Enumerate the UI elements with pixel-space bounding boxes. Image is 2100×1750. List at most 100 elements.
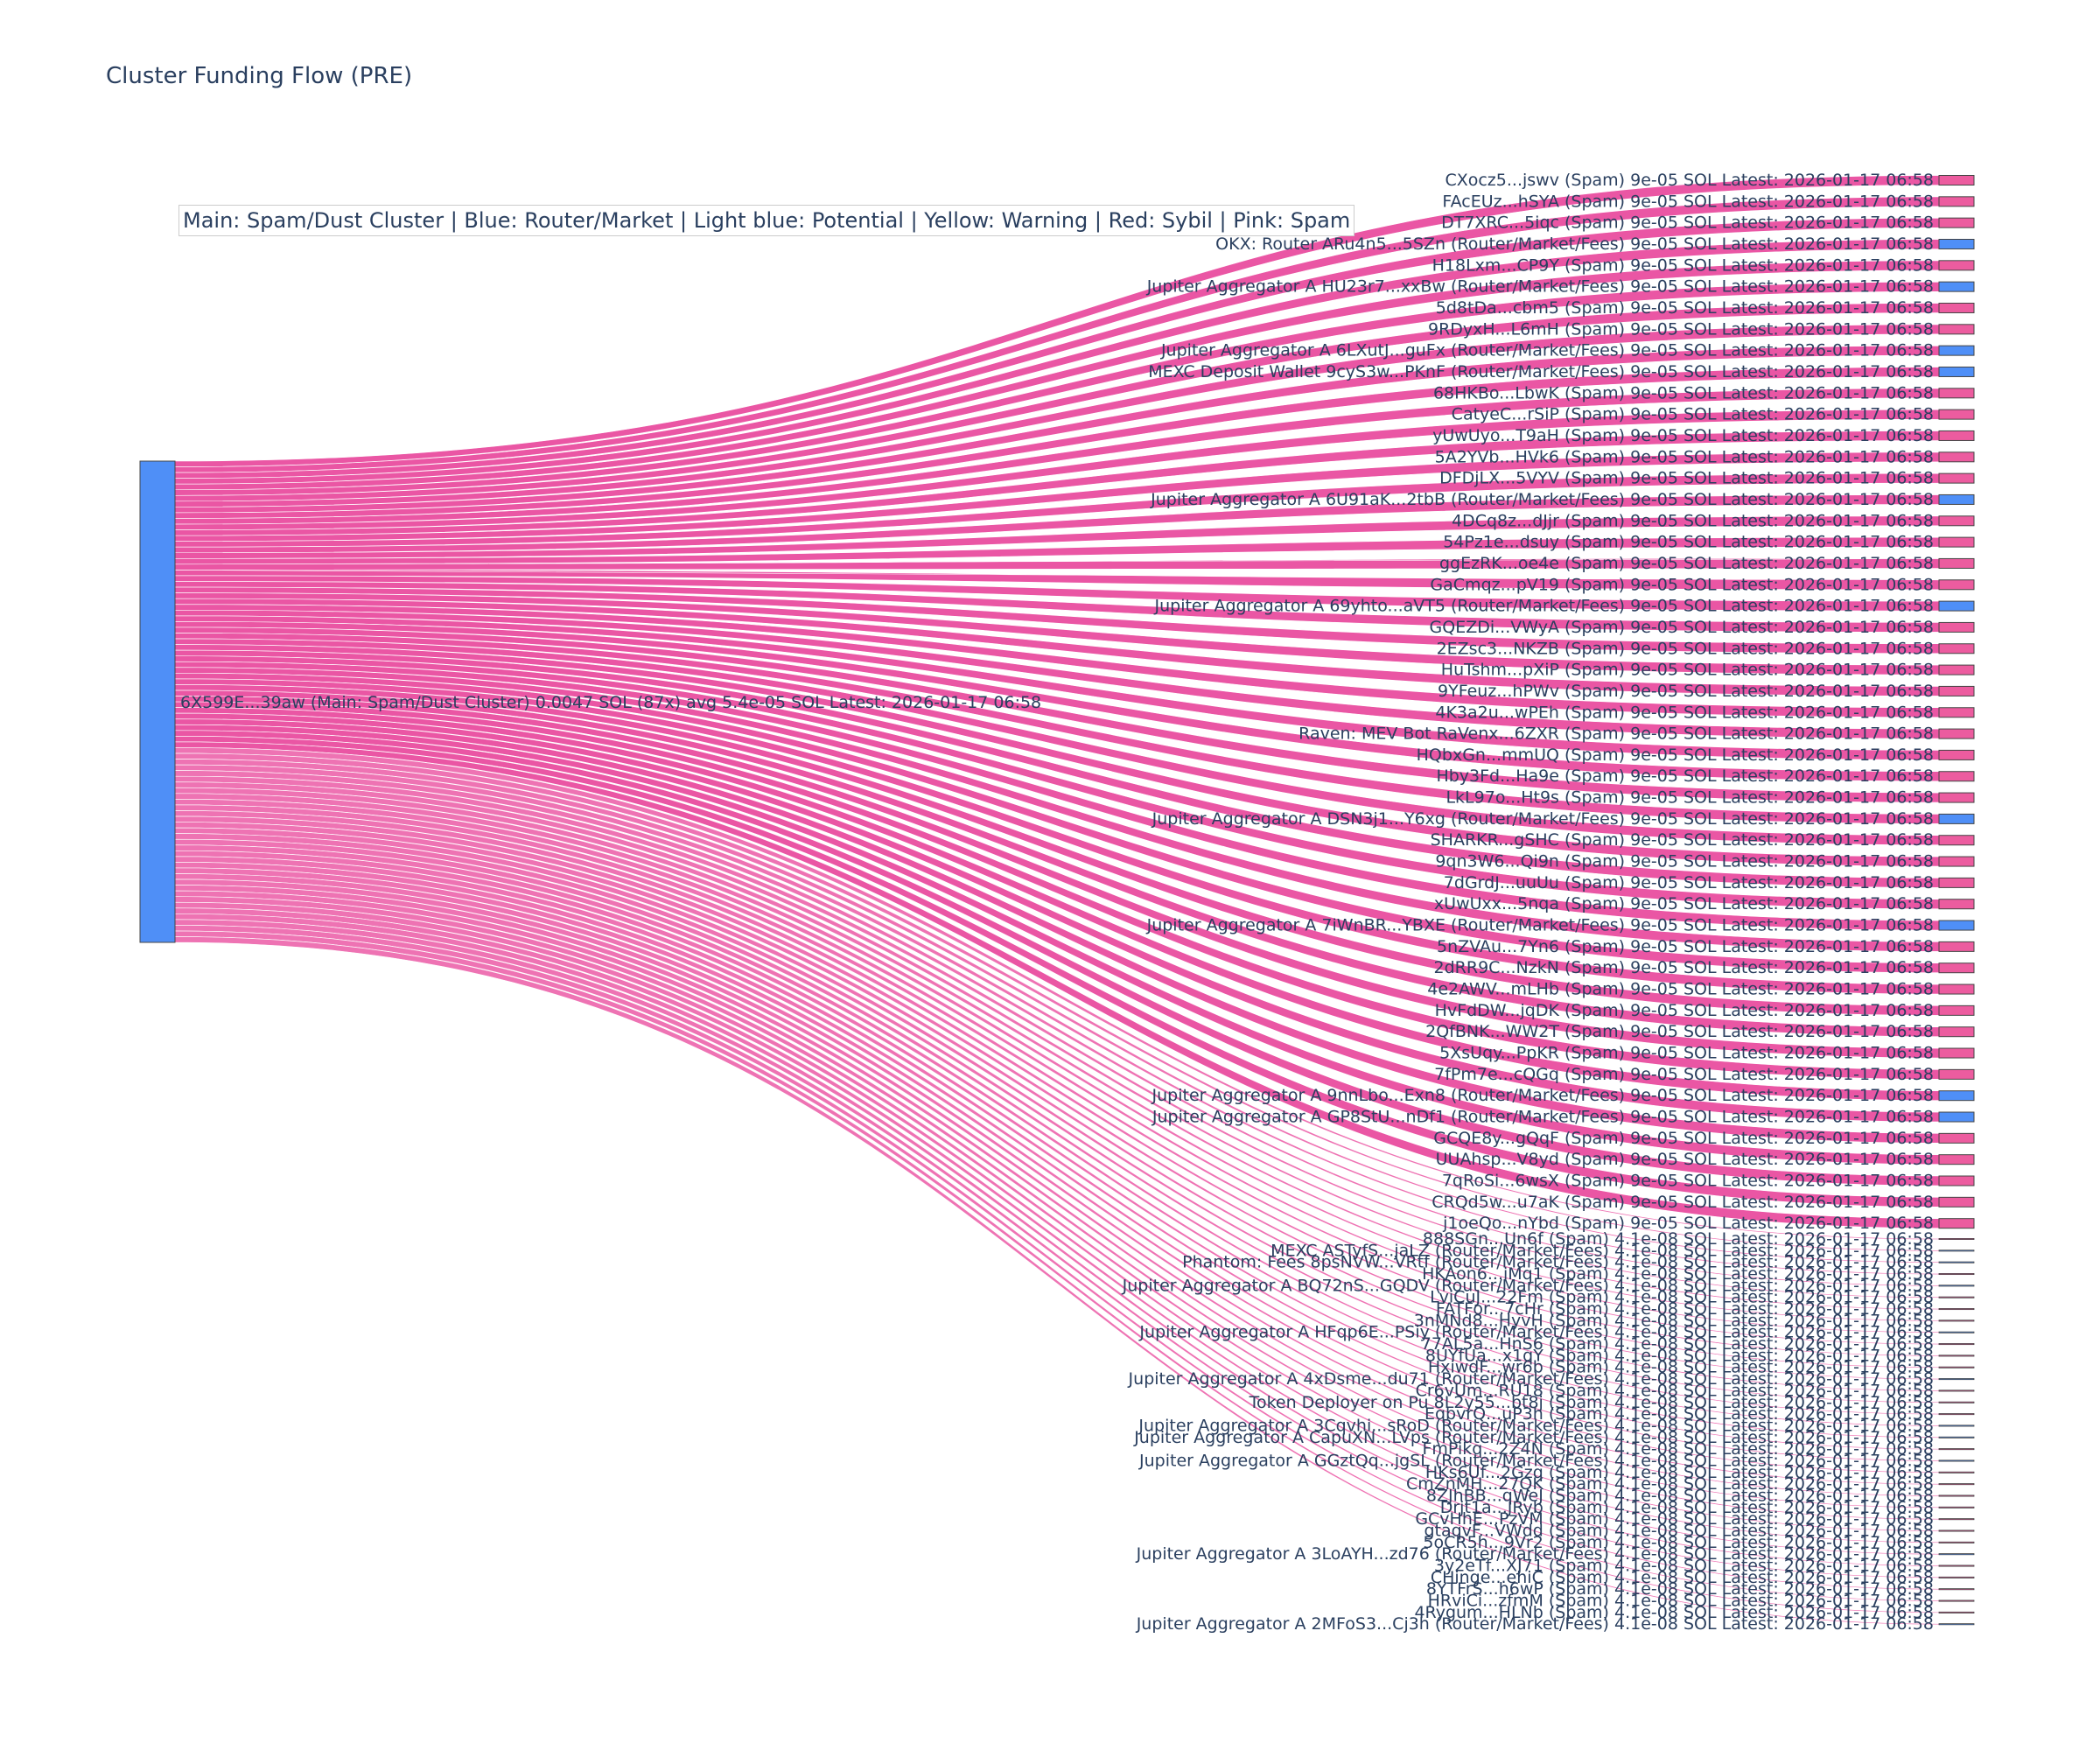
target-node[interactable] [1938,1068,1975,1080]
target-node[interactable] [1938,1111,1975,1123]
target-node[interactable] [1938,1261,1975,1264]
target-node[interactable] [1938,877,1975,888]
target-node[interactable] [1938,728,1975,739]
target-node[interactable] [1938,196,1975,207]
target-node[interactable] [1938,1308,1975,1311]
target-node[interactable] [1938,1588,1975,1591]
target-node[interactable] [1938,175,1975,186]
target-node[interactable] [1938,302,1975,313]
target-node[interactable] [1938,1483,1975,1486]
target-node[interactable] [1938,324,1975,335]
target-node[interactable] [1938,1564,1975,1567]
target-node[interactable] [1938,557,1975,569]
target-node[interactable] [1938,1154,1975,1166]
target-node[interactable] [1938,1284,1975,1287]
target-node[interactable] [1938,899,1975,910]
target-node[interactable] [1938,1413,1975,1416]
sankey-link[interactable] [174,690,1940,1038]
target-node[interactable] [1938,1343,1975,1346]
target-node-label: Jupiter Aggregator A 3Cqvhi...sRoD (Rout… [1138,1416,1934,1435]
target-node[interactable] [1938,1273,1975,1276]
target-node[interactable] [1938,1541,1975,1544]
target-node[interactable] [1938,1436,1975,1438]
target-node[interactable] [1938,962,1975,974]
target-node[interactable] [1938,749,1975,760]
target-node[interactable] [1938,941,1975,952]
target-node[interactable] [1938,409,1975,420]
target-node[interactable] [1938,685,1975,696]
target-node[interactable] [1938,1460,1975,1462]
target-node[interactable] [1938,1238,1975,1241]
target-node[interactable] [1938,813,1975,824]
target-node[interactable] [1938,366,1975,377]
target-node[interactable] [1938,430,1975,441]
target-node[interactable] [1938,621,1975,633]
target-node-label: CatyeC...rSiP (Spam) 9e-05 SOL Latest: 2… [1452,405,1934,424]
target-node[interactable] [1938,835,1975,846]
target-node-label: Jupiter Aggregator A 7iWnBR...YBXE (Rout… [1146,916,1934,935]
target-node[interactable] [1938,1576,1975,1578]
target-node[interactable] [1938,1090,1975,1102]
target-node[interactable] [1938,452,1975,463]
target-node[interactable] [1938,1471,1975,1474]
target-node[interactable] [1938,472,1975,484]
target-node[interactable] [1938,1047,1975,1059]
target-node-label: Raven: MEV Bot RaVenx...6ZXR (Spam) 9e-0… [1298,724,1934,744]
target-node[interactable] [1938,1366,1975,1368]
target-node[interactable] [1938,707,1975,718]
target-node[interactable] [1938,1553,1975,1556]
target-node[interactable] [1938,1296,1975,1298]
target-node[interactable] [1938,515,1975,527]
target-node[interactable] [1938,536,1975,548]
target-node[interactable] [1938,1494,1975,1497]
target-node[interactable] [1938,217,1975,228]
target-node[interactable] [1938,388,1975,399]
target-node[interactable] [1938,1611,1975,1614]
target-node[interactable] [1938,1331,1975,1334]
target-node[interactable] [1938,600,1975,612]
target-node[interactable] [1938,792,1975,803]
target-node[interactable] [1938,1026,1975,1038]
target-node[interactable] [1938,1218,1975,1229]
target-node-label: 8UYfUa...x1qY (Spam) 4.1e-08 SOL Latest:… [1425,1346,1934,1365]
target-node[interactable] [1938,856,1975,867]
target-node[interactable] [1938,1132,1975,1144]
target-node[interactable] [1938,1320,1975,1322]
target-node[interactable] [1938,1196,1975,1208]
target-node[interactable] [1938,281,1975,292]
target-node-label: SHARKR...gSHC (Spam) 9e-05 SOL Latest: 2… [1431,830,1934,850]
target-node[interactable] [1938,1600,1975,1602]
target-node[interactable] [1938,1518,1975,1521]
target-node[interactable] [1938,1378,1975,1381]
target-node-label: yUwUyo...T9aH (Spam) 9e-05 SOL Latest: 2… [1432,426,1934,445]
target-node[interactable] [1938,1530,1975,1532]
target-node[interactable] [1938,643,1975,654]
target-node[interactable] [1938,238,1975,249]
target-node[interactable] [1938,1448,1975,1451]
target-node[interactable] [1938,1390,1975,1392]
target-node[interactable] [1938,771,1975,782]
target-node[interactable] [1938,1250,1975,1252]
target-node[interactable] [1938,494,1975,505]
target-node[interactable] [1938,1401,1975,1404]
target-node-label: OKX: Router ARu4n5...5SZn (Router/Market… [1215,234,1934,254]
target-node[interactable] [1938,1175,1975,1186]
target-node[interactable] [1938,260,1975,271]
target-node[interactable] [1938,984,1975,995]
target-node[interactable] [1938,1424,1975,1427]
target-node[interactable] [1938,1506,1975,1508]
target-node[interactable] [1938,1004,1975,1016]
target-node[interactable] [1938,664,1975,676]
target-node[interactable] [1938,1354,1975,1357]
target-node-label: Jupiter Aggregator A DSN3j1...Y6xg (Rout… [1152,809,1934,829]
target-node-label: HRviCi...zfmM (Spam) 4.1e-08 SOL Latest:… [1428,1592,1934,1611]
target-node[interactable] [1938,579,1975,591]
source-node[interactable] [139,460,176,943]
target-node-label: CHinge...ehiC (Spam) 4.1e-08 SOL Latest:… [1431,1568,1934,1587]
target-node[interactable] [1938,1623,1975,1626]
target-node[interactable] [1938,345,1975,356]
target-node[interactable] [1938,920,1975,931]
target-node-label: MEXC Deposit Wallet 9cyS3w...PKnF (Route… [1148,362,1934,382]
sankey-link[interactable] [174,626,1940,803]
